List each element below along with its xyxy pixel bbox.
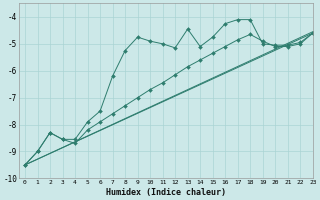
X-axis label: Humidex (Indice chaleur): Humidex (Indice chaleur) [106, 188, 226, 197]
